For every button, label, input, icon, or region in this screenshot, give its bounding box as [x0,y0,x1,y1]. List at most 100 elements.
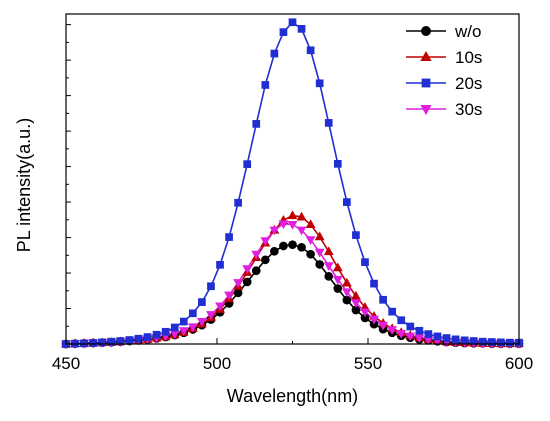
data-point [296,226,307,236]
data-point [478,337,487,346]
data-point [297,242,306,252]
data-point [424,330,433,338]
legend-label: w/o [454,22,481,41]
data-point [324,272,334,281]
data-point [107,337,116,346]
data-point [406,322,415,331]
data-point [379,295,387,304]
series-line-w/o [65,243,519,345]
data-point [460,336,469,345]
data-point [98,338,107,347]
y-axis-title: PL intensity(a.u.) [14,118,34,252]
data-point [207,282,215,291]
data-point [206,311,216,320]
data-point [332,262,343,272]
axes: 450 500 550 600 [52,13,533,373]
data-point [305,236,316,245]
series-points-20s [62,18,523,348]
plot-frame [65,13,520,345]
data-point [487,338,496,346]
data-point [261,81,270,89]
data-point [305,219,316,229]
data-point [451,335,460,344]
data-point [351,299,361,308]
data-point [125,336,134,344]
data-point [233,288,243,298]
data-point [497,338,505,347]
legend-item-w/o: w/o [406,22,481,41]
legend-marker [421,78,431,88]
data-point [314,248,325,258]
data-point [143,333,152,341]
series-points-w/o [61,240,524,349]
data-point [197,318,207,327]
data-point [116,337,125,345]
data-point [269,226,280,236]
data-point [469,337,478,345]
data-point [378,321,388,331]
data-point [387,326,398,336]
data-point [161,327,170,336]
data-point [315,79,324,88]
data-point [287,221,298,230]
data-point [233,279,244,288]
data-point [287,210,298,220]
data-point [415,326,424,335]
legend-label: 30s [455,100,482,119]
data-point [423,336,434,345]
data-point [506,338,514,347]
data-point [341,277,352,287]
data-point [198,298,206,306]
data-point [324,119,333,127]
data-point [351,290,361,300]
data-point [224,291,234,301]
data-point [242,277,252,287]
data-point [352,231,360,239]
data-point [252,120,261,128]
data-point [288,18,297,27]
data-point [323,246,334,256]
series-points-30s [61,220,524,350]
data-point [278,220,289,230]
data-point [397,316,406,325]
data-point [170,323,179,332]
data-point [360,313,370,323]
data-point [234,198,242,207]
series-points-10s [61,210,524,348]
legend-marker [420,105,432,115]
data-point [251,250,262,260]
legend-item-10s: 10s [406,48,482,67]
data-point [270,49,279,58]
legend-item-20s: 20s [406,74,482,93]
data-point [343,198,351,206]
data-point [332,275,343,285]
data-point [360,308,370,318]
data-point [251,266,261,276]
data-point [179,317,188,326]
x-axis-title: Wavelength(nm) [227,386,358,406]
data-point [433,332,442,341]
data-point [215,302,225,312]
data-point [225,233,233,241]
data-point [405,332,416,342]
data-point [134,334,143,343]
data-point [396,329,407,339]
data-point [243,160,252,168]
data-point [270,246,279,256]
data-point [178,327,189,337]
series-line-10s [65,214,519,345]
data-point [152,330,161,339]
data-point [242,265,253,275]
data-point [388,307,397,316]
data-point [369,315,379,325]
legend-marker [420,51,432,61]
data-point [169,330,180,340]
data-point [80,339,88,348]
data-point [341,288,352,298]
legend-label: 20s [455,74,482,93]
data-point [342,295,352,305]
legend-marker [421,26,431,36]
data-point [361,258,369,267]
